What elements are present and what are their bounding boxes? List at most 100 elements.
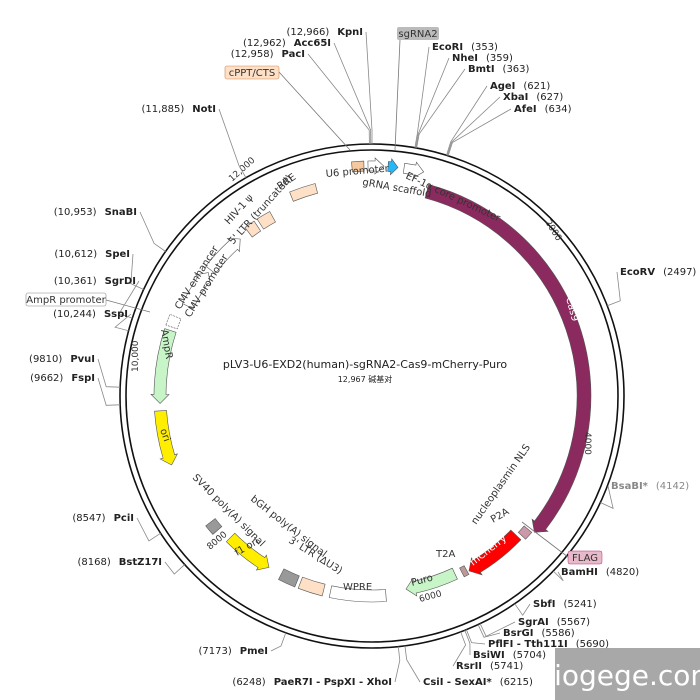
site-position: (5741) bbox=[490, 661, 523, 672]
feature-arrow bbox=[367, 157, 385, 175]
feature-arrow bbox=[328, 585, 387, 603]
site-name: NheI bbox=[452, 53, 478, 64]
site-position: (9662) bbox=[30, 373, 63, 384]
site-leader bbox=[466, 629, 486, 645]
feature-label: AmpR bbox=[158, 329, 174, 360]
site-leader bbox=[477, 624, 501, 638]
site-name: BsaBI* bbox=[611, 481, 649, 492]
watermark: biogege.com bbox=[536, 659, 700, 692]
site-label: NheI (359) bbox=[452, 53, 513, 64]
site-name: SnaBI bbox=[105, 207, 137, 218]
site-leader bbox=[307, 53, 370, 145]
feature-label: P2A bbox=[489, 506, 511, 525]
site-name: Acc65I bbox=[294, 38, 331, 49]
feature-label: cPPT/CTS bbox=[229, 68, 275, 79]
label-box bbox=[397, 27, 439, 40]
site-name: BsiWI bbox=[473, 650, 505, 661]
site-name: SpeI bbox=[105, 249, 130, 260]
site-name: PvuI bbox=[70, 354, 95, 365]
site-name: AfeI bbox=[514, 104, 537, 115]
feature-arrow bbox=[150, 328, 177, 404]
site-position: (4820) bbox=[606, 567, 639, 578]
site-label: RsrII (5741) bbox=[456, 661, 523, 672]
feature-arrow bbox=[181, 272, 211, 310]
backbone-inner bbox=[125, 149, 619, 643]
site-name: SgrAI bbox=[518, 617, 549, 628]
site-label: (8547) PciI bbox=[72, 513, 134, 524]
feature-label: FLAG bbox=[572, 553, 598, 564]
feature-arrow bbox=[154, 410, 178, 466]
site-label: CsiI - SexAI* (6215) bbox=[423, 677, 533, 688]
feature-arrow bbox=[405, 567, 458, 597]
site-name: FspI bbox=[71, 373, 95, 384]
feature-arrow bbox=[289, 183, 318, 202]
feature-label: WPRE bbox=[343, 582, 372, 593]
site-name: SgrDI bbox=[105, 276, 136, 287]
site-label: BsiWI (5704) bbox=[473, 650, 546, 661]
feature-label: AmpR promoter bbox=[26, 295, 106, 306]
feature-arrow bbox=[165, 313, 182, 330]
site-label: BmtI (363) bbox=[468, 64, 530, 75]
site-label: (10,953) SnaBI bbox=[54, 207, 137, 218]
site-name: RsrII bbox=[456, 661, 482, 672]
feature-arrow bbox=[205, 237, 241, 274]
site-label: (8168) BstZ17I bbox=[77, 557, 162, 568]
site-position: (2497) bbox=[663, 267, 696, 278]
feature-arrow bbox=[517, 525, 533, 540]
site-leader bbox=[414, 46, 430, 148]
site-leader bbox=[394, 646, 401, 683]
site-label: (12,962) Acc65I bbox=[243, 38, 331, 49]
feature-arrow bbox=[459, 565, 470, 578]
feature-arrow bbox=[424, 184, 592, 533]
site-name: BmtI bbox=[468, 64, 495, 75]
site-leader bbox=[514, 603, 531, 616]
scale-tick: 2000 bbox=[542, 218, 563, 243]
map-title: pLV3-U6-EXD2(human)-sgRNA2-Cas9-mCherry-… bbox=[223, 358, 507, 371]
site-position: (10,612) bbox=[54, 249, 97, 260]
site-position: (9810) bbox=[29, 354, 62, 365]
site-position: (10,361) bbox=[54, 276, 97, 287]
site-leader bbox=[333, 42, 372, 145]
site-position: (5586) bbox=[541, 628, 574, 639]
site-label: (12,958) PacI bbox=[231, 49, 305, 60]
site-position: (12,966) bbox=[286, 27, 329, 38]
site-position: (359) bbox=[486, 53, 513, 64]
site-label: (10,612) SpeI bbox=[54, 249, 130, 260]
feature-arrow bbox=[387, 157, 399, 176]
site-name: EcoRV bbox=[620, 267, 655, 278]
site-label: (9662) FspI bbox=[30, 373, 95, 384]
site-label: (7173) PmeI bbox=[198, 646, 268, 657]
map-length: 12,967 碱基对 bbox=[338, 374, 393, 384]
site-leader bbox=[130, 253, 144, 290]
feature-arrow bbox=[468, 529, 522, 576]
site-label: (6248) PaeR7I - PspXI - XhoI bbox=[232, 677, 392, 688]
site-label: AfeI (634) bbox=[514, 104, 572, 115]
site-position: (5704) bbox=[513, 650, 546, 661]
site-position: (5567) bbox=[557, 617, 590, 628]
site-leader bbox=[452, 631, 467, 667]
site-leader bbox=[218, 108, 247, 178]
site-leader bbox=[446, 85, 488, 156]
site-name: CsiI - SexAI* bbox=[423, 677, 492, 688]
site-position: (12,962) bbox=[243, 38, 286, 49]
site-name: PciI bbox=[114, 513, 134, 524]
feature-label: ori bbox=[157, 427, 172, 443]
site-leader bbox=[97, 358, 121, 388]
site-position: (12,958) bbox=[231, 49, 274, 60]
site-name: AgeI bbox=[490, 81, 515, 92]
label-box bbox=[25, 292, 107, 307]
site-leader bbox=[139, 211, 166, 252]
feature-shapes bbox=[119, 143, 625, 649]
feature-arrow bbox=[297, 576, 326, 597]
site-position: (10,953) bbox=[54, 207, 97, 218]
site-leader bbox=[416, 68, 466, 149]
site-leader bbox=[447, 96, 501, 156]
site-position: (7173) bbox=[198, 646, 231, 657]
site-label: SbfI (5241) bbox=[533, 599, 597, 610]
site-label: (11,885) NotI bbox=[141, 104, 216, 115]
site-name: BamHI bbox=[561, 567, 598, 578]
site-leader bbox=[114, 313, 132, 332]
feature-arrow bbox=[256, 211, 276, 230]
leader bbox=[278, 71, 351, 151]
site-leader bbox=[600, 485, 614, 510]
